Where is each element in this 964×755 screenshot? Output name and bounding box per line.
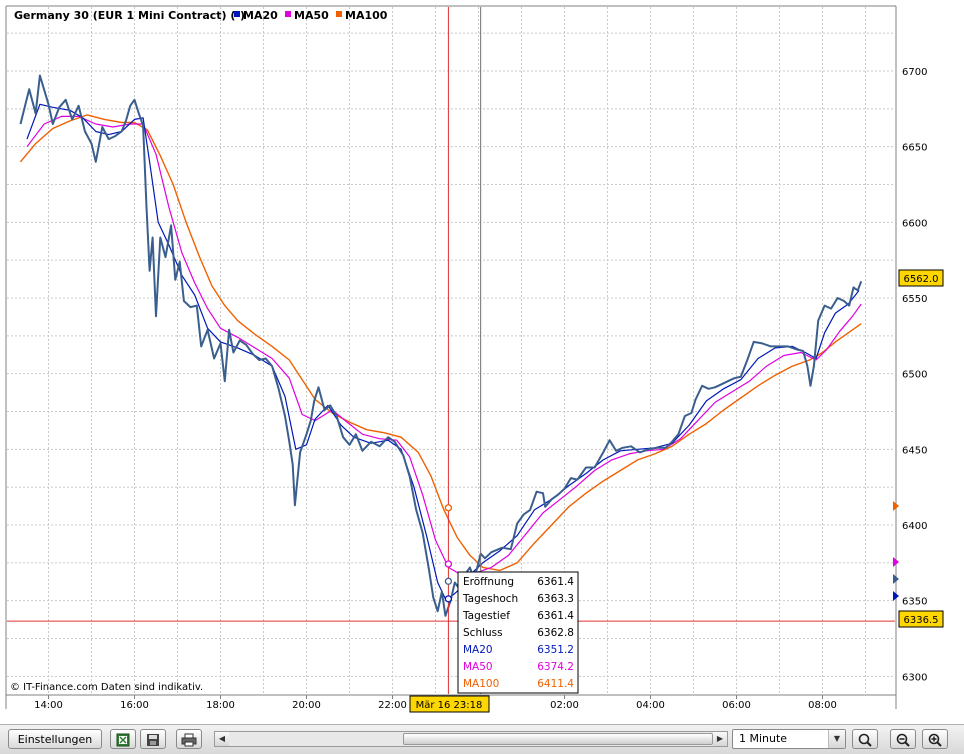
y-tick-label: 6300 [902,672,927,683]
x-tick-label: 18:00 [206,700,235,711]
printer-icon [181,733,197,747]
chart: 6700 6650 6600 6550 6500 6450 6400 6350 6300 14:0… [5,5,944,713]
x-tick-label: 02:00 [550,700,579,711]
interval-select[interactable]: 1 Minute ▼ [732,729,846,749]
credit-text: © IT-Finance.com Daten sind indikativ. [10,682,203,693]
export-excel-button[interactable] [110,729,136,749]
ma50-crosshair-marker [444,560,453,568]
ma100-crosshair-marker [444,504,453,512]
legend: Germany 30 (EUR 1 Mini Contract) (-) MA2… [14,9,388,22]
save-button[interactable] [140,729,166,749]
y-tick-label: 6400 [902,521,927,532]
crosshair-time-label: Mär 16 23:18 [409,695,490,713]
y-tick-label: 6600 [902,218,927,229]
series-line-ma100 [19,114,862,572]
x-tick-label: 20:00 [292,700,321,711]
y-tick-label: 6450 [902,445,927,456]
tooltip-row-label: Schluss [463,627,503,639]
tooltip-row-label: MA50 [463,661,493,673]
svg-text:6336.5: 6336.5 [904,615,939,626]
tooltip-row-label: MA100 [463,678,499,690]
settings-button[interactable]: Einstellungen [8,729,102,749]
y-tick-label: 6350 [902,597,927,608]
zoom-area-icon [858,733,872,747]
crosshair-price-label: 6336.5 [898,610,944,628]
svg-text:6562.0: 6562.0 [904,274,939,285]
chevron-down-icon: ▼ [828,730,845,748]
axes: 6700 6650 6600 6550 6500 6450 6400 6350 6300 14:0… [34,67,927,711]
series-line-ma20 [26,103,860,602]
tooltip-row-value: 6374.2 [537,661,574,673]
settings-button-label: Einstellungen [17,733,93,746]
tooltip-row-value: 6362.8 [537,627,574,639]
zoom-in-icon [928,733,942,747]
y-tick-label: 6550 [902,294,927,305]
tooltip-row-label: Tageshoch [462,593,518,605]
spreadsheet-icon [116,733,130,747]
scrollbar-thumb[interactable] [403,733,713,745]
x-tick-label: 08:00 [808,700,837,711]
zoom-out-button[interactable] [890,729,916,749]
legend-item-ma100: MA100 [345,9,388,22]
legend-instrument: Germany 30 (EUR 1 Mini Contract) (-) [14,9,245,22]
floppy-disk-icon [147,734,159,746]
series-layer [19,74,863,617]
tooltip-row-label: Eröffnung [463,576,514,588]
svg-text:Mär 16 23:18: Mär 16 23:18 [416,700,483,711]
last-price-label: 6562.0 [898,269,944,287]
tooltip-box [457,571,579,694]
zoom-out-icon [896,733,910,747]
y-tick-label: 6700 [902,67,927,78]
tooltip-row-label: Tagestief [462,610,510,622]
time-scrollbar[interactable]: ◀ ▶ [214,731,728,747]
y-tick-label: 6650 [902,143,927,154]
price-edge-marker [893,574,899,584]
ma100-edge-marker [893,501,899,511]
grid [7,7,895,694]
tooltip-row-value: 6361.4 [537,610,574,622]
x-tick-label: 22:00 [378,700,407,711]
price-crosshair-marker [444,577,453,585]
x-tick-label: 16:00 [120,700,149,711]
toolbar: Einstellungen ◀ ▶ 1 Minute ▼ [0,724,964,754]
x-tick-label: 06:00 [722,700,751,711]
ma20-crosshair-marker [444,595,453,603]
interval-select-value: 1 Minute [739,732,788,745]
tooltip-row-value: 6411.4 [537,678,574,690]
series-line-ma50 [26,115,862,576]
scroll-left-button[interactable]: ◀ [215,732,229,746]
x-tick-label: 14:00 [34,700,63,711]
tooltip-row-value: 6363.3 [537,593,574,605]
legend-swatch-ma50 [285,11,291,17]
x-tick-label: 04:00 [636,700,665,711]
legend-item-ma50: MA50 [294,9,329,22]
scroll-right-button[interactable]: ▶ [713,732,727,746]
series-line-germany-30 [19,74,863,617]
legend-swatch-ma20 [234,11,240,17]
legend-item-ma20: MA20 [243,9,278,22]
zoom-select-button[interactable] [852,729,878,749]
tooltip-row-label: MA20 [463,644,493,656]
ma50-edge-marker [893,557,899,567]
tooltip-row-value: 6351.2 [537,644,574,656]
ma20-edge-marker [893,591,899,601]
zoom-in-button[interactable] [922,729,948,749]
tooltip: Eröffnung 6361.4 Tageshoch 6363.3 Tagestief 6… [457,571,579,694]
tooltip-row-value: 6361.4 [537,576,574,588]
legend-swatch-ma100 [336,11,342,17]
y-tick-label: 6500 [902,370,927,381]
print-button[interactable] [176,729,202,749]
